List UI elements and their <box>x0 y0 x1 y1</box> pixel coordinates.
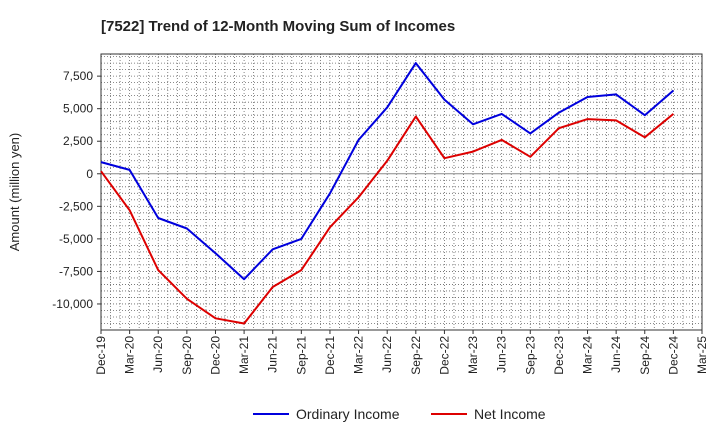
x-tick-label: Mar-22 <box>352 336 366 374</box>
x-tick-label: Sep-23 <box>523 336 537 375</box>
net-income-line <box>100 113 675 325</box>
y-tick-label: 7,500 <box>63 69 93 83</box>
x-tick-label: Mar-21 <box>237 336 251 374</box>
y-tick-label: 0 <box>86 167 93 181</box>
x-tick-label: Jun-21 <box>266 336 280 373</box>
y-tick-label: 2,500 <box>63 134 93 148</box>
y-tick-label: -10,000 <box>52 297 93 311</box>
x-tick-label: Sep-22 <box>409 336 423 375</box>
x-tick-label: Dec-21 <box>323 336 337 375</box>
plot-frame <box>100 53 703 331</box>
axis-layer: 7,500 5,000 2,500 0 -2,500 -5,000 -7,500 -10,00… <box>52 53 709 375</box>
y-axis-title: Amount (million yen) <box>7 133 22 252</box>
y-tick-label: -5,000 <box>59 232 93 246</box>
x-tick-label: Dec-23 <box>552 336 566 375</box>
x-tick-label: Jun-23 <box>495 336 509 373</box>
ordinary-income-line <box>100 62 675 281</box>
y-tick-label: 5,000 <box>63 102 93 116</box>
series-layer <box>100 62 675 325</box>
x-tick-label: Mar-24 <box>581 336 595 374</box>
plot-area <box>101 54 702 330</box>
ordinary-income-legend-label: Ordinary Income <box>296 406 400 422</box>
net-income-legend-label: Net Income <box>474 406 546 422</box>
x-tick-label: Mar-23 <box>466 336 480 374</box>
x-tick-label: Mar-20 <box>123 336 137 374</box>
x-tick-label: Sep-21 <box>294 336 308 375</box>
y-tick-label: -2,500 <box>59 199 93 213</box>
x-tick-label: Dec-20 <box>208 336 222 375</box>
x-tick-label: Jun-22 <box>380 336 394 373</box>
grid-layer <box>100 54 703 330</box>
x-tick-label: Dec-24 <box>666 336 680 375</box>
y-tick-label: -7,500 <box>59 264 93 278</box>
x-tick-label: Mar-25 <box>695 336 709 374</box>
x-tick-label: Dec-22 <box>437 336 451 375</box>
x-tick-label: Dec-19 <box>94 336 108 375</box>
x-tick-label: Jun-24 <box>609 336 623 373</box>
x-tick-label: Sep-24 <box>638 336 652 375</box>
chart-title: [7522] Trend of 12-Month Moving Sum of I… <box>101 18 455 35</box>
x-tick-label: Jun-20 <box>151 336 165 373</box>
x-tick-label: Sep-20 <box>180 336 194 375</box>
legend: Ordinary Income Net Income <box>253 406 546 422</box>
